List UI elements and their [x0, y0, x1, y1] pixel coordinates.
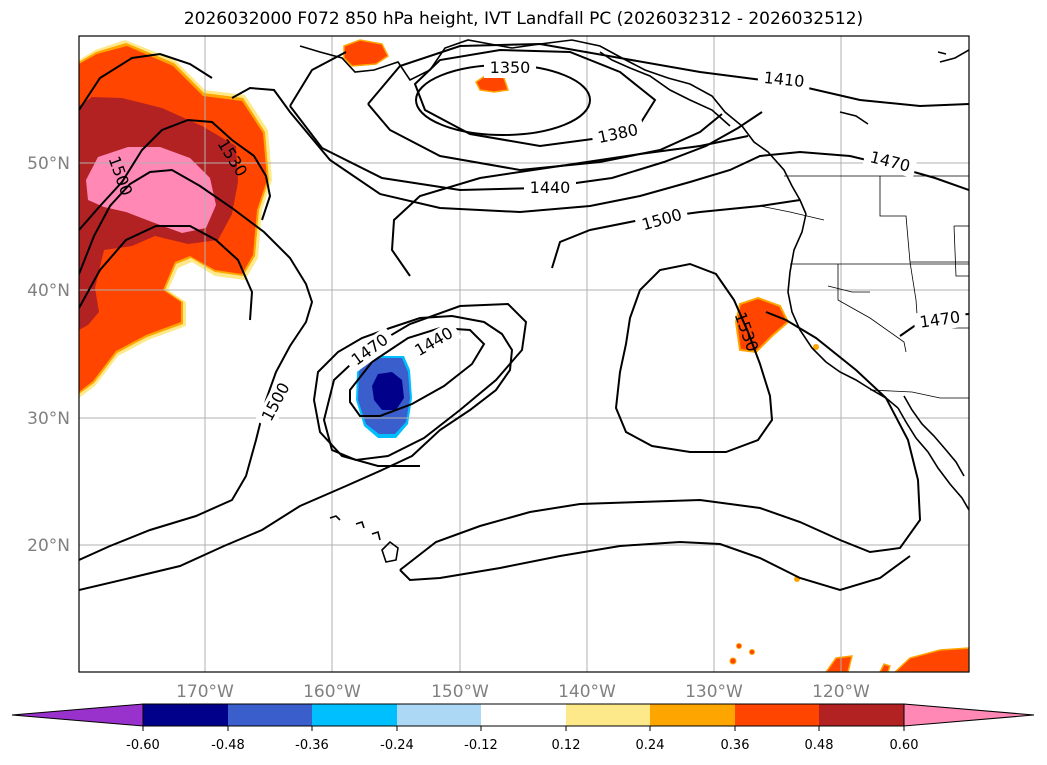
contour-label-1440-north: 1440: [530, 178, 571, 197]
colorbar-bin-7: [650, 704, 735, 726]
contour-1500-mid: [390, 135, 749, 277]
contour-label-1410: 1410: [763, 68, 805, 91]
colorbar-tick-label: -0.60: [126, 738, 160, 753]
lon-label-140w: 140°W: [558, 682, 616, 702]
political-borders: [759, 175, 969, 399]
colorbar-tick-label: 0.36: [721, 738, 750, 753]
colorbar-tick-label: 0.12: [552, 738, 581, 753]
colorbar-tick-label: 0.48: [805, 738, 834, 753]
contour-1530-west-c: [79, 52, 213, 111]
latitude-labels: 50°N 40°N 30°N 20°N: [27, 154, 70, 556]
colorbar-tick-label: -0.24: [380, 738, 414, 753]
colorbar-frame: [142, 703, 905, 727]
colorbar-tick-label: 0.24: [636, 738, 665, 753]
ivt-shading-south-east: [825, 647, 969, 672]
colorbar-bin-9: [819, 704, 904, 726]
contour-1530-west-b: [79, 118, 272, 231]
contour-1380: [413, 48, 657, 148]
contour-1500-west: [79, 168, 314, 561]
height-contours: [79, 42, 969, 592]
colorbar-over-extend: [903, 703, 1035, 727]
lat-label-40n: 40°N: [27, 281, 70, 301]
ivt-shading-negative: [356, 356, 412, 438]
contour-1530-west: [79, 225, 254, 321]
map-frame: [78, 35, 970, 673]
contour-1500-ridge: [399, 311, 922, 571]
colorbar-bin-4: [397, 704, 481, 726]
lon-label-130w: 130°W: [685, 682, 743, 702]
colorbar: -0.60 -0.48 -0.36 -0.24 -0.12 0.12 0.24 …: [11, 703, 1035, 753]
ivt-shading-north: [343, 39, 509, 93]
contour-1500-ridge-b: [399, 540, 911, 592]
colorbar-bin-1: [143, 704, 228, 726]
colorbar-bin-6: [566, 704, 650, 726]
colorbar-tick-label: -0.12: [464, 738, 498, 753]
colorbar-tick-label: -0.36: [295, 738, 329, 753]
lat-label-30n: 30°N: [27, 409, 70, 429]
lat-label-50n: 50°N: [27, 154, 70, 174]
contour-1500-south: [79, 314, 514, 591]
contour-1440-low: [349, 326, 486, 417]
colorbar-tick-label: 0.60: [890, 738, 919, 753]
contour-1530-ridge: [614, 262, 774, 453]
colorbar-bin-8: [735, 704, 819, 726]
contour-label-1350: 1350: [490, 58, 531, 77]
lon-label-150w: 150°W: [431, 682, 489, 702]
ivt-shading-california: [729, 296, 819, 665]
colorbar-bin-3: [312, 704, 397, 726]
colorbar-bin-2: [228, 704, 312, 726]
ivt-shading-west: [79, 40, 272, 398]
lon-label-170w: 170°W: [176, 682, 234, 702]
lon-label-160w: 160°W: [303, 682, 361, 702]
colorbar-tick-label: -0.48: [211, 738, 245, 753]
contour-1470-north: [231, 86, 969, 214]
colorbar-bin-5: [481, 704, 566, 726]
map-title: 2026032000 F072 850 hPa height, IVT Land…: [183, 9, 864, 29]
lon-label-120w: 120°W: [812, 682, 870, 702]
colorbar-under-extend: [11, 703, 144, 727]
coastlines: [299, 39, 969, 563]
lat-label-20n: 20°N: [27, 536, 70, 556]
longitude-labels: 170°W 160°W 150°W 140°W 130°W 120°W: [176, 682, 870, 702]
